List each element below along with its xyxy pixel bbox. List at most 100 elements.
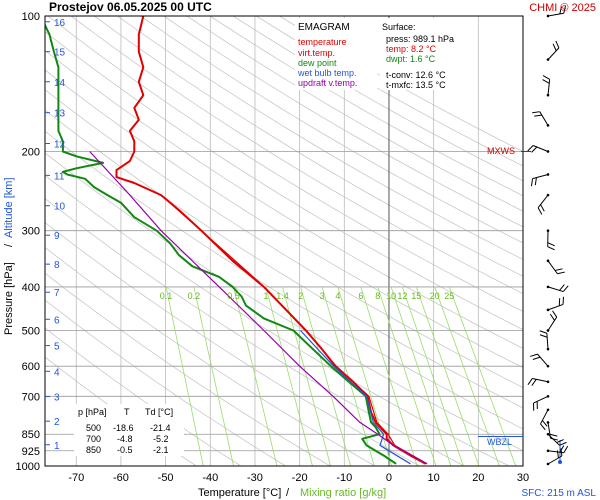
mxws-label: MXWS	[487, 146, 515, 156]
legend-item-temperature: temperature	[298, 37, 347, 47]
wind-barb-flag	[556, 439, 564, 443]
table-header-td: Td [°C]	[145, 407, 173, 417]
wind-barb	[532, 111, 550, 127]
mixing-ratio-line	[233, 286, 278, 466]
surface-dwpt: dwpt: 1.6 °C	[386, 54, 436, 64]
wind-barb-flag	[539, 330, 548, 334]
x-tick-label: 10	[428, 472, 440, 484]
wind-barb-flag	[552, 310, 558, 318]
wind-barb-flag	[534, 177, 537, 186]
altitude-tick-label: 3	[54, 393, 60, 404]
mixing-ratio-line	[282, 286, 332, 466]
wind-barb-dot	[546, 58, 550, 61]
wind-barb-flag	[530, 178, 534, 187]
series-dew-point	[45, 23, 397, 465]
dry-adiabat	[117, 16, 523, 260]
wind-barb-shaft	[547, 79, 551, 96]
pressure-tick-label: 850	[22, 429, 40, 441]
wind-barb-flag	[536, 401, 538, 409]
dry-adiabat	[70, 16, 523, 295]
wind-barb-flag	[554, 268, 563, 271]
chart-title: Prostejov 06.05.2025 00 UTC	[49, 0, 212, 14]
mixing-ratio-label: 6	[358, 291, 363, 301]
altitude-tick-label: 7	[54, 288, 60, 299]
legend-item-virt-temp: virt.temp.	[298, 48, 335, 58]
series-wet-bulb-temp-	[300, 330, 411, 465]
surface-temp: temp: 8.2 °C	[386, 44, 437, 54]
wind-barb-flag	[534, 114, 542, 117]
y-axis-separator: /	[3, 243, 15, 247]
mixing-ratio-label: 20	[430, 291, 440, 301]
legend-item-dew-point: dew point	[298, 58, 337, 68]
altitude-tick-label: 8	[54, 260, 60, 271]
wind-barb-shaft	[547, 286, 564, 293]
wind-barb-flag	[549, 313, 555, 321]
wind-barb-dot	[546, 432, 550, 436]
wind-barb-dot	[546, 462, 550, 466]
wind-barb-dot	[546, 408, 550, 412]
wind-barb-shaft	[537, 353, 549, 367]
legend-heading: EMAGRAM	[298, 22, 350, 33]
wind-barb-shaft	[546, 333, 549, 350]
wind-barb	[540, 408, 550, 431]
altitude-tick-label: 13	[54, 109, 66, 120]
wind-barb-dot	[546, 229, 550, 232]
wind-barb-flag	[552, 43, 557, 52]
wind-barb-flag	[531, 146, 538, 153]
wind-barb-shaft	[547, 455, 563, 465]
pressure-tick-label: 200	[22, 146, 40, 158]
x-tick-label: 20	[472, 472, 484, 484]
y-axis-title-altitude: Altitude [km]	[3, 177, 15, 238]
x-tick-label: -60	[113, 472, 129, 484]
wind-barb-flag	[537, 207, 543, 215]
x-tick-label: -10	[336, 472, 352, 484]
altitude-tick-label: 6	[54, 315, 60, 326]
wind-barb	[546, 259, 565, 275]
surface-press: press: 989.1 hPa	[386, 34, 454, 44]
dry-adiabat	[140, 16, 523, 244]
surface-info: Surface: press: 989.1 hPa temp: 8.2 °C d…	[380, 18, 468, 90]
dry-adiabat	[45, 50, 523, 349]
wind-barb-shaft	[547, 303, 564, 311]
mixing-ratio-label: 0.2	[188, 291, 201, 301]
x-axis-separator: /	[286, 487, 290, 499]
mixing-ratio-line	[165, 286, 204, 466]
wind-barb	[527, 377, 550, 386]
altitude-tick-label: 15	[54, 48, 66, 59]
wind-barb	[542, 75, 551, 97]
wind-barb-shaft	[537, 194, 549, 209]
wind-barb-shaft	[547, 422, 551, 439]
wind-barb-dot	[546, 421, 550, 424]
mixing-ratio-label: 1.4	[276, 291, 289, 301]
wind-barb-flag	[558, 298, 561, 306]
mixing-ratio-label: 10	[386, 291, 396, 301]
wind-barb-shaft	[547, 316, 558, 331]
wind-barb	[530, 173, 550, 187]
wind-barb-dot	[546, 93, 550, 97]
wind-barb	[532, 394, 550, 411]
mixing-ratio-line	[265, 286, 313, 466]
wind-barb-flag	[549, 433, 558, 437]
wind-barb-dot	[546, 329, 550, 332]
wind-barb-flag	[541, 420, 548, 427]
wind-barb-shaft	[532, 377, 549, 383]
wind-barb-shaft	[547, 450, 564, 454]
table-header-t: T	[124, 407, 130, 417]
wind-barb-dot	[546, 173, 550, 176]
wind-barb-dot	[546, 347, 550, 351]
altitude-tick-label: 16	[54, 18, 66, 29]
pressure-tick-label: 500	[22, 326, 40, 338]
credit-label: CHMI © 2025	[529, 2, 596, 14]
wind-barb	[530, 353, 550, 368]
y-axis-title: Pressure [hPa]	[3, 262, 15, 335]
mixing-ratio-line	[377, 286, 437, 466]
mixing-ratio-label: 4	[335, 291, 340, 301]
wind-barb-flag	[539, 334, 548, 338]
wind-barb-flag	[557, 271, 565, 275]
wind-barb-shaft	[547, 12, 564, 17]
mixing-ratio-label: 15	[411, 291, 421, 301]
wind-barb	[537, 193, 550, 215]
mixing-ratio-line	[415, 286, 480, 466]
x-tick-label: -20	[292, 472, 308, 484]
pressure-tick-label: 1000	[16, 461, 40, 473]
